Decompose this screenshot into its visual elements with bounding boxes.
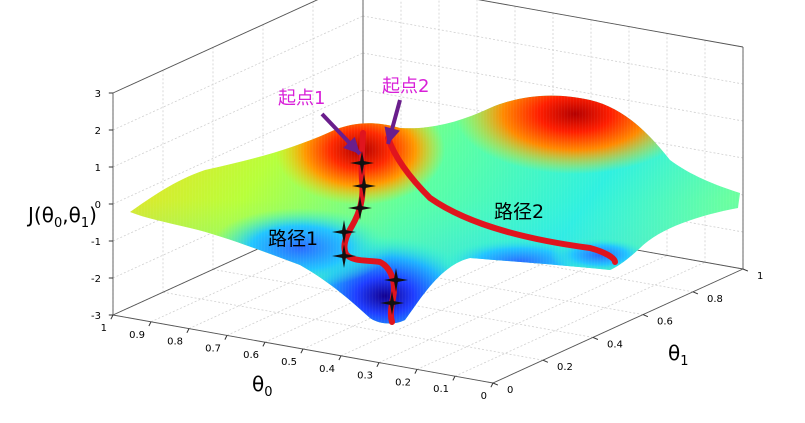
grid-line [416,255,668,370]
y-tick-label: 0.3 [357,371,373,382]
x-tick-label: 0.4 [607,339,623,350]
tick-mark [492,382,499,386]
y-tick-label: 0 [481,391,487,402]
x-tick-label: 0.6 [657,317,673,328]
z-tick-label: 1 [95,163,101,174]
tick-mark [592,336,599,340]
y-tick-label: 0.6 [243,350,259,361]
grid-line [112,0,318,94]
y-tick-label: 0.8 [167,337,183,348]
start-point-2-label: 起点2 [382,76,429,97]
z-tick-label: 0 [95,200,101,211]
z-tick-label: 2 [95,126,101,137]
path-1-step-marker [384,277,408,283]
axis-labels: J(θ0,θ1) θ0 θ1 起点1 起点2 路径1 路径2 [26,76,689,400]
grid-line [362,52,744,122]
grid-line [112,15,364,131]
path-1-step-marker [332,229,356,235]
axis-ticks: 0 0.2 0.4 0.6 0.8 1 1 0.9 0.8 0.7 0.6 0.5 0.4 0.3 0.2 0… [91,89,763,402]
tick-mark [452,375,456,381]
z-tick-label: -1 [91,237,101,248]
path-1-label: 路径1 [268,228,318,250]
x-tick-label: 0.2 [557,362,573,373]
grid-line [112,89,364,205]
start-point-1-label: 起点1 [278,88,325,109]
descent-path-2 [385,135,618,265]
grid-line [162,291,544,361]
x-tick-label: 0.8 [707,294,723,305]
z-tick-label: -3 [91,311,101,322]
y-tick-label: 0.1 [433,384,449,395]
tick-mark [110,314,114,320]
z-tick-label: -2 [91,274,101,285]
path-1-step-marker [348,205,372,211]
box-edge [492,268,744,384]
box-edge [477,0,744,48]
tick-mark [642,314,649,318]
z-tick-label: 3 [95,89,101,100]
y-tick-label: 0.2 [395,377,411,388]
grid-line [478,0,744,48]
tick-mark [742,268,749,272]
tick-mark [224,335,228,340]
path-1-step-marker [332,253,356,259]
tick-mark [692,291,699,295]
y-tick-label: 0.7 [205,343,221,354]
tick-mark [300,348,304,354]
path-1-step-marker [350,160,374,166]
path-1-step-marker [380,300,404,306]
start-point-1-arrow-head [343,136,360,154]
tick-mark [542,359,549,363]
x-axis-label: θ1 [668,341,689,369]
grid-line [112,52,364,168]
tick-mark [414,369,418,374]
tick-mark [490,382,494,388]
grid-line [362,15,744,85]
start-point-2-arrow-head [384,126,400,144]
y-tick-label: 0.4 [319,364,335,375]
box-edge [112,0,319,94]
x-tick-label: 1 [757,271,763,282]
path-1-step-marker [352,183,376,189]
tick-mark [338,355,342,361]
y-tick-label: 0.9 [129,330,145,341]
y-tick-label: 1 [101,323,107,334]
tick-mark [262,341,266,347]
grid-line [454,261,706,377]
y-axis-label: θ0 [252,372,273,400]
tick-mark [148,321,152,327]
tick-mark [186,328,190,334]
tick-mark [376,362,380,368]
x-tick-label: 0 [507,385,513,396]
z-axis-label: J(θ0,θ1) [26,203,97,231]
descent-paths [320,99,618,325]
path-2-label: 路径2 [494,201,544,223]
y-tick-label: 0.5 [281,357,297,368]
